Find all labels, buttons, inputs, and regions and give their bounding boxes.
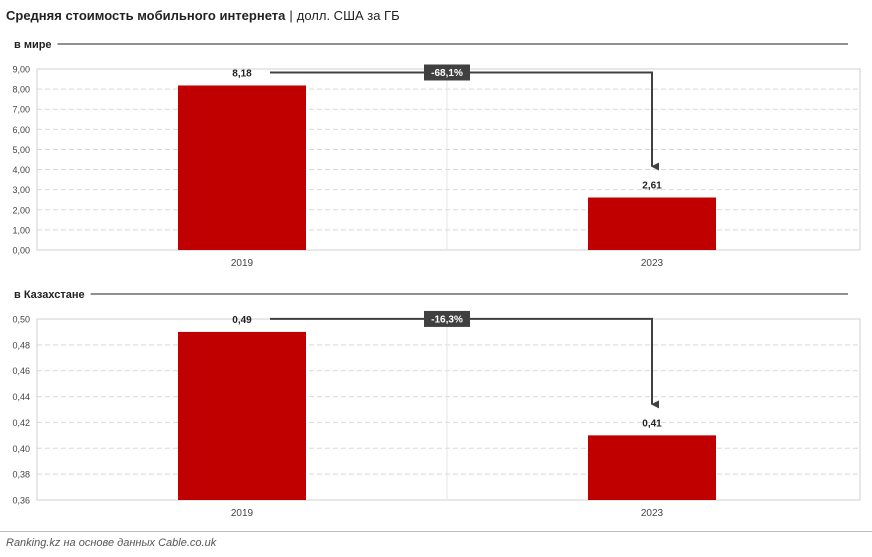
change-badge — [424, 64, 470, 81]
bar-2023 — [588, 197, 716, 250]
x-category-label: 2019 — [231, 508, 254, 519]
y-tick-label: 2,00 — [12, 205, 30, 215]
kazakhstan-price-chart: в Казахстане 0,36 0,38 0,40 0,42 0,44 0,46 0,48… — [12, 289, 861, 519]
value-label: 0,41 — [642, 418, 662, 429]
value-label: 2,61 — [642, 181, 662, 192]
y-tick-label: 6,00 — [12, 125, 30, 135]
chart-title-unit: долл. США за ГБ — [296, 8, 400, 23]
plot-frame — [36, 318, 861, 501]
change-badge-label: -68,1% — [431, 68, 463, 79]
y-tick-label: 0,48 — [12, 340, 30, 350]
y-tick-label: 7,00 — [12, 105, 30, 115]
chart-title-main: Средняя стоимость мобильного интернета — [6, 8, 286, 23]
change-arrow — [270, 317, 659, 409]
value-label: 8,18 — [232, 68, 252, 79]
title-separator: | — [289, 8, 293, 23]
y-tick-label: 8,00 — [12, 85, 30, 95]
bar-2023 — [588, 435, 716, 500]
chart-title: Средняя стоимость мобильного интернета | д… — [6, 8, 400, 23]
y-tick-label: 0,44 — [12, 392, 30, 402]
y-tick-label: 0,46 — [12, 366, 30, 376]
y-tick-label: 5,00 — [12, 145, 30, 155]
source-note: Ranking.kz на основе данных Cable.co.uk — [6, 537, 217, 549]
change-arrow — [270, 71, 659, 171]
plot-frame — [36, 68, 861, 251]
x-category-label: 2023 — [641, 508, 664, 519]
section-label: в Казахстане — [14, 289, 85, 301]
y-tick-label: 0,50 — [12, 315, 30, 325]
y-tick-label: 0,00 — [12, 246, 30, 256]
y-tick-label: 0,38 — [12, 470, 30, 480]
x-category-label: 2023 — [641, 258, 664, 269]
y-tick-label: 4,00 — [12, 165, 30, 175]
change-badge-label: -16,3% — [431, 314, 463, 325]
world-price-chart: в мире 0,00 1,00 2,00 3,00 4,00 5,00 6,00 7,00 8,… — [12, 39, 861, 269]
y-tick-label: 0,40 — [12, 444, 30, 454]
change-badge — [424, 310, 470, 327]
y-tick-label: 9,00 — [12, 65, 30, 75]
y-tick-label: 1,00 — [12, 225, 30, 235]
y-tick-label: 0,36 — [12, 496, 30, 506]
value-label: 0,49 — [232, 315, 252, 326]
x-category-label: 2019 — [231, 258, 254, 269]
bar-2019 — [178, 85, 306, 250]
footer-divider — [0, 531, 872, 532]
section-label: в мире — [14, 39, 52, 51]
y-tick-label: 3,00 — [12, 185, 30, 195]
bar-2019 — [178, 331, 306, 500]
y-tick-label: 0,42 — [12, 418, 30, 428]
